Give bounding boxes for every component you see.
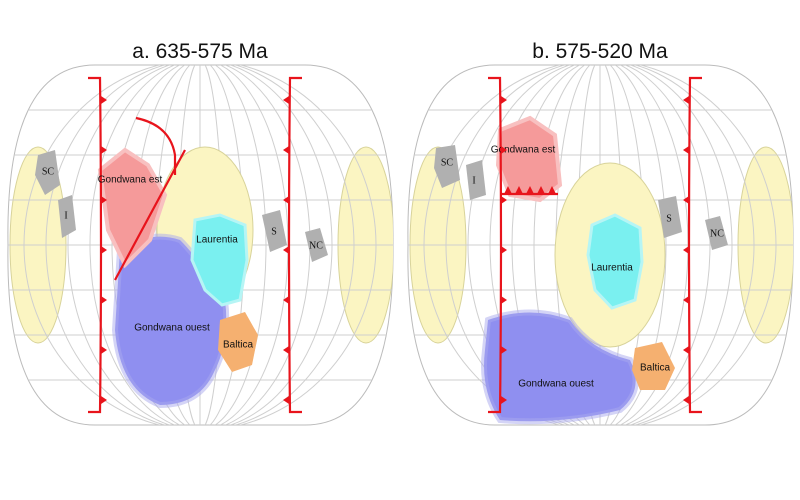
continent-baltica xyxy=(632,342,675,390)
subduction-tooth xyxy=(283,196,289,204)
block-sc xyxy=(434,145,460,188)
subduction-tooth xyxy=(501,396,507,404)
subduction-tooth xyxy=(504,186,512,194)
label: Gondwana ouest xyxy=(134,323,210,334)
subduction-tooth xyxy=(283,296,289,304)
subduction-tooth xyxy=(283,146,289,154)
label: SC xyxy=(441,157,454,168)
subduction-tooth xyxy=(101,396,107,404)
label: Gondwana ouest xyxy=(518,379,594,390)
block-sc xyxy=(35,150,60,195)
subduction-tooth xyxy=(501,346,507,354)
label: I xyxy=(472,175,475,186)
subduction-tooth xyxy=(283,396,289,404)
subduction-tooth xyxy=(101,196,107,204)
subduction-tooth xyxy=(537,186,545,194)
block-nc xyxy=(705,216,728,250)
subduction-tooth xyxy=(501,246,507,254)
block-s xyxy=(262,210,287,252)
subduction-zone xyxy=(488,76,503,414)
subduction-tooth xyxy=(526,186,534,194)
continent-laurentia xyxy=(190,213,249,307)
subduction-tooth xyxy=(101,346,107,354)
label: S xyxy=(666,213,672,224)
panel-a: a. 635-575 Ma SC I Gondwana est Laurenti… xyxy=(0,40,400,430)
subduction-tooth xyxy=(683,296,689,304)
label: Laurentia xyxy=(591,263,633,274)
subduction-tooth xyxy=(515,186,523,194)
label: I xyxy=(64,210,67,221)
subduction-tooth xyxy=(283,246,289,254)
subduction-teeth xyxy=(101,96,689,404)
continent-baltica xyxy=(218,312,258,372)
label: Laurentia xyxy=(196,235,238,246)
subduction-tooth xyxy=(683,146,689,154)
subduction-tooth xyxy=(101,296,107,304)
block-s xyxy=(658,196,682,238)
subduction-tooth xyxy=(501,96,507,104)
subduction-tooth xyxy=(501,146,507,154)
subduction-tooth xyxy=(501,196,507,204)
subduction-tooth xyxy=(101,146,107,154)
block-i xyxy=(58,195,76,238)
subduction-tooth xyxy=(683,96,689,104)
subduction-tooth xyxy=(101,246,107,254)
subduction-tooth xyxy=(283,96,289,104)
subduction-tooth xyxy=(283,346,289,354)
subduction-tooth xyxy=(683,346,689,354)
subduction-tooth xyxy=(683,196,689,204)
label: Baltica xyxy=(223,340,253,351)
subduction-tooth xyxy=(548,186,556,194)
label: Baltica xyxy=(640,363,670,374)
subduction-zone xyxy=(287,76,302,414)
label: SC xyxy=(42,166,55,177)
block-nc xyxy=(305,228,328,262)
panel-b: b. 575-520 Ma SC I Gondwana est Laurenti… xyxy=(400,40,800,430)
label: Gondwana est xyxy=(98,175,163,186)
subduction-zone xyxy=(687,76,702,414)
label: S xyxy=(271,226,277,237)
block-i xyxy=(466,160,486,200)
panel-title: b. 575-520 Ma xyxy=(532,40,668,63)
panel-title: a. 635-575 Ma xyxy=(132,40,268,63)
label: Gondwana est xyxy=(491,145,556,156)
label: NC xyxy=(309,240,323,251)
subduction-tooth xyxy=(683,396,689,404)
subduction-tooth xyxy=(501,296,507,304)
continent-gondwana-est xyxy=(97,147,168,269)
subduction-zone xyxy=(88,76,103,414)
subduction-tooth xyxy=(101,96,107,104)
subduction-tooth xyxy=(683,246,689,254)
subduction-zone xyxy=(114,116,186,281)
continent-laurentia xyxy=(586,213,644,310)
label: NC xyxy=(710,228,724,239)
